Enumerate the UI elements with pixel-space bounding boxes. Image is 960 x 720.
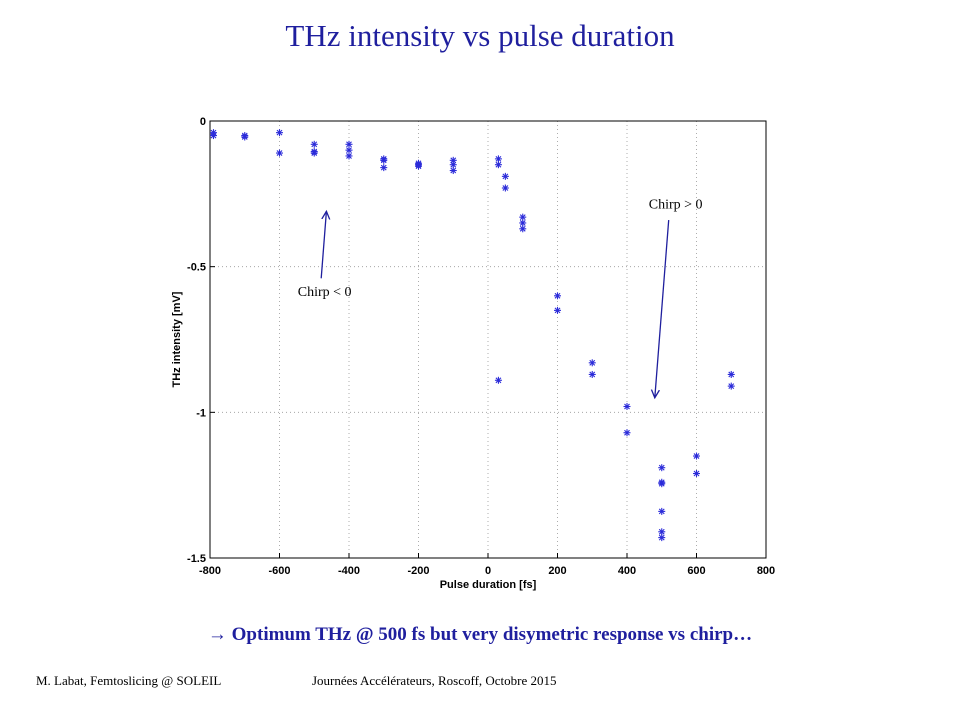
- annotation-arrow: [320, 211, 326, 279]
- footer-author: M. Labat, Femtoslicing @ SOLEIL: [36, 673, 222, 688]
- data-point: [449, 167, 457, 175]
- conclusion-label: Optimum THz @ 500 fs but very disymetric…: [231, 624, 753, 645]
- data-point: [693, 452, 700, 460]
- data-point: [501, 172, 509, 180]
- annotation-label: Chirp < 0: [298, 285, 352, 300]
- x-tick-label: -600: [268, 565, 290, 577]
- data-point: [310, 149, 318, 157]
- y-tick-label: -0.5: [187, 262, 206, 274]
- data-point: [658, 507, 666, 515]
- axis-ticks: -800 -600 -400 -200 0 200 400 600 800 0 -0.5 -1 -1.5: [187, 116, 775, 577]
- plot-frame: [209, 120, 767, 559]
- annotation-arrow: [655, 220, 670, 398]
- x-tick-label: 400: [618, 565, 636, 577]
- data-point: [693, 470, 700, 478]
- data-point: [345, 152, 353, 160]
- x-tick-label: 600: [687, 565, 705, 577]
- data-point: [494, 161, 502, 169]
- x-tick-label: 200: [548, 565, 566, 577]
- data-point: [519, 225, 527, 233]
- data-point: [209, 132, 217, 140]
- data-point: [588, 370, 596, 378]
- data-point: [658, 480, 666, 488]
- data-point: [519, 213, 527, 221]
- x-tick-label: -800: [199, 565, 221, 577]
- data-point: [554, 292, 561, 300]
- data-point: [380, 156, 388, 164]
- data-point: [519, 219, 527, 227]
- data-point: [415, 162, 422, 170]
- y-tick-label: -1.5: [187, 553, 206, 565]
- data-point: [623, 403, 631, 411]
- data-point: [241, 133, 249, 141]
- data-point: [380, 164, 388, 172]
- annotation-label: Chirp > 0: [649, 197, 703, 212]
- slide-title: THz intensity vs pulse duration: [285, 18, 675, 53]
- data-point: [658, 528, 666, 536]
- data-point: [494, 376, 502, 384]
- data-point: [658, 534, 666, 542]
- data-point: [276, 129, 283, 137]
- conclusion-text: → Optimum THz @ 500 fs but very disymetr…: [0, 624, 960, 646]
- y-tick-label: 0: [200, 116, 206, 128]
- data-point: [554, 306, 561, 314]
- annotations: Chirp < 0 Chirp > 0: [298, 197, 703, 397]
- y-tick-label: -1: [196, 407, 206, 419]
- footer-event: Journées Accélérateurs, Roscoff, Octobre…: [312, 673, 557, 688]
- data-point: [588, 359, 596, 367]
- data-point: [501, 184, 509, 192]
- data-point: [310, 140, 318, 148]
- data-point: [623, 429, 631, 437]
- data-point: [727, 382, 735, 390]
- y-axis-label: THz intensity [mV]: [171, 291, 183, 387]
- x-tick-label: -200: [407, 565, 429, 577]
- data-point: [658, 464, 666, 472]
- x-tick-label: -400: [338, 565, 360, 577]
- x-tick-label: 0: [485, 565, 491, 577]
- data-point: [276, 149, 283, 157]
- x-axis-label: Pulse duration [fs]: [440, 579, 537, 591]
- data-points: [209, 129, 735, 542]
- grid-lines: [210, 121, 766, 558]
- right-arrow-icon: →: [207, 624, 227, 645]
- data-point: [727, 370, 735, 378]
- x-tick-label: 800: [757, 565, 775, 577]
